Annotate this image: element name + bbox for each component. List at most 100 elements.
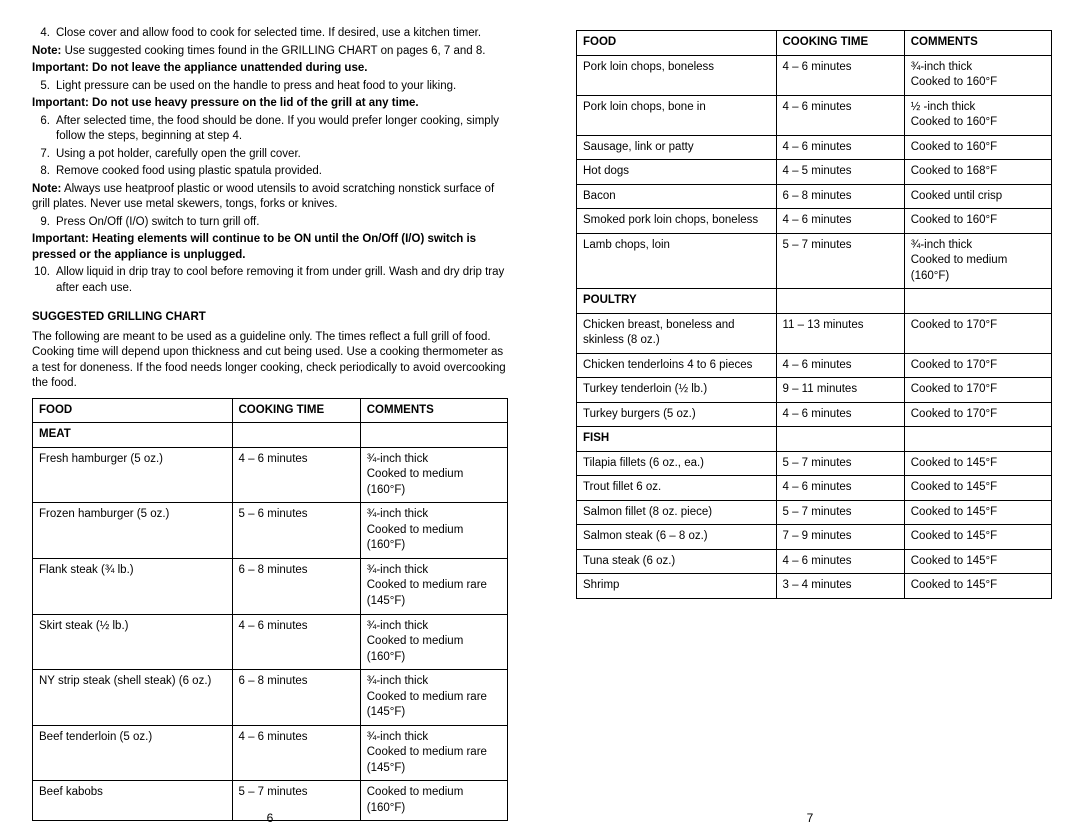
table-header-row: FoodCooking TimeComments — [577, 31, 1052, 56]
table-row: Tuna steak (6 oz.)4 – 6 minutesCooked to… — [577, 549, 1052, 574]
table-cell: Fish — [577, 427, 777, 452]
step-text: Allow liquid in drip tray to cool before… — [56, 265, 508, 296]
table-row: Trout fillet 6 oz.4 – 6 minutesCooked to… — [577, 476, 1052, 501]
step-number: 6. — [32, 114, 56, 145]
table-row: Turkey tenderloin (½ lb.)9 – 11 minutesC… — [577, 378, 1052, 403]
table-row: Turkey burgers (5 oz.)4 – 6 minutesCooke… — [577, 402, 1052, 427]
grilling-chart-heading: SUGGESTED GRILLING CHART — [32, 310, 508, 326]
table-row: Beef tenderloin (5 oz.)4 – 6 minutes¾-in… — [33, 725, 508, 781]
table-row: Sausage, link or patty4 – 6 minutesCooke… — [577, 135, 1052, 160]
table-cell: Cooked to 170°F — [904, 378, 1051, 403]
table-cell: Bacon — [577, 184, 777, 209]
table-row: Chicken tenderloins 4 to 6 pieces4 – 6 m… — [577, 353, 1052, 378]
table-cell: 3 – 4 minutes — [776, 574, 904, 599]
table-cell: Chicken breast, boneless and skinless (8… — [577, 313, 777, 353]
step-text: Press On/Off (I/O) switch to turn grill … — [56, 215, 508, 231]
table-row: Fresh hamburger (5 oz.)4 – 6 minutes¾-in… — [33, 447, 508, 503]
step-text: Using a pot holder, carefully open the g… — [56, 147, 508, 163]
table-cell: Poultry — [577, 289, 777, 314]
table-cell — [776, 289, 904, 314]
table-cell: Tilapia fillets (6 oz., ea.) — [577, 451, 777, 476]
table-cell: 11 – 13 minutes — [776, 313, 904, 353]
table-cell: Salmon steak (6 – 8 oz.) — [577, 525, 777, 550]
table-cell: Cooked to 145°F — [904, 476, 1051, 501]
table-cell: Pork loin chops, boneless — [577, 55, 777, 95]
numbered-step: 6.After selected time, the food should b… — [32, 114, 508, 145]
step-number: 4. — [32, 26, 56, 42]
table-cell: 4 – 6 minutes — [776, 135, 904, 160]
table-cell: Sausage, link or patty — [577, 135, 777, 160]
table-cell: NY strip steak (shell steak) (6 oz.) — [33, 670, 233, 726]
note-1: Note: Use suggested cooking times found … — [32, 44, 508, 60]
column-header: Cooking Time — [776, 31, 904, 56]
table-row: Skirt steak (½ lb.)4 – 6 minutes¾-inch t… — [33, 614, 508, 670]
table-cell: Cooked to 170°F — [904, 402, 1051, 427]
table-cell: 4 – 6 minutes — [232, 725, 360, 781]
column-header: Food — [33, 398, 233, 423]
step-text: Light pressure can be used on the handle… — [56, 79, 508, 95]
table-cell: Flank steak (¾ lb.) — [33, 558, 233, 614]
table-row: Frozen hamburger (5 oz.)5 – 6 minutes¾-i… — [33, 503, 508, 559]
table-cell: 6 – 8 minutes — [776, 184, 904, 209]
page-spread: 4.Close cover and allow food to cook for… — [0, 0, 1080, 834]
table-cell — [360, 423, 507, 448]
table-cell: 4 – 6 minutes — [776, 549, 904, 574]
table-cell: Turkey burgers (5 oz.) — [577, 402, 777, 427]
table-subheading: Fish — [577, 427, 1052, 452]
table-cell: 4 – 6 minutes — [776, 402, 904, 427]
table-cell: 4 – 6 minutes — [776, 353, 904, 378]
table-cell: Cooked until crisp — [904, 184, 1051, 209]
numbered-step: 4.Close cover and allow food to cook for… — [32, 26, 508, 42]
table-cell — [904, 289, 1051, 314]
table-cell: 5 – 7 minutes — [776, 500, 904, 525]
important-2: Important: Do not use heavy pressure on … — [32, 96, 508, 112]
grilling-chart-table-right: FoodCooking TimeCommentsPork loin chops,… — [576, 30, 1052, 599]
table-cell: 6 – 8 minutes — [232, 670, 360, 726]
page-6: 4.Close cover and allow food to cook for… — [0, 0, 540, 834]
table-cell: ½ -inch thickCooked to 160°F — [904, 95, 1051, 135]
table-cell — [232, 423, 360, 448]
table-cell: Beef tenderloin (5 oz.) — [33, 725, 233, 781]
numbered-step: 8.Remove cooked food using plastic spatu… — [32, 164, 508, 180]
left-body: 4.Close cover and allow food to cook for… — [32, 26, 508, 821]
table-cell: Pork loin chops, bone in — [577, 95, 777, 135]
step-text: Remove cooked food using plastic spatula… — [56, 164, 508, 180]
table-cell: ¾-inch thickCooked to medium rare (145°F… — [360, 725, 507, 781]
step-number: 5. — [32, 79, 56, 95]
table-row: Shrimp3 – 4 minutesCooked to 145°F — [577, 574, 1052, 599]
table-cell: Cooked to 170°F — [904, 313, 1051, 353]
table-cell: 4 – 6 minutes — [232, 614, 360, 670]
note-1-label: Note: — [32, 45, 61, 57]
table-cell: Tuna steak (6 oz.) — [577, 549, 777, 574]
table-cell: 4 – 6 minutes — [776, 95, 904, 135]
note-1-text: Use suggested cooking times found in the… — [61, 45, 485, 57]
note-2: Note: Always use heatproof plastic or wo… — [32, 182, 508, 213]
column-header: Comments — [360, 398, 507, 423]
table-cell: 4 – 6 minutes — [776, 476, 904, 501]
table-cell — [904, 427, 1051, 452]
table-cell: Chicken tenderloins 4 to 6 pieces — [577, 353, 777, 378]
table-cell: Cooked to 168°F — [904, 160, 1051, 185]
table-cell: Cooked to 145°F — [904, 451, 1051, 476]
important-3: Important: Heating elements will continu… — [32, 232, 508, 263]
table-row: Salmon steak (6 – 8 oz.)7 – 9 minutesCoo… — [577, 525, 1052, 550]
step-number: 10. — [32, 265, 56, 296]
table-subheading: Meat — [33, 423, 508, 448]
table-row: Bacon6 – 8 minutesCooked until crisp — [577, 184, 1052, 209]
table-subheading: Poultry — [577, 289, 1052, 314]
table-cell: 7 – 9 minutes — [776, 525, 904, 550]
note-2-label: Note: — [32, 183, 61, 195]
table-cell: ¾-inch thickCooked to medium (160°F) — [360, 503, 507, 559]
step-number: 7. — [32, 147, 56, 163]
table-cell: Cooked to 145°F — [904, 549, 1051, 574]
table-cell: 4 – 6 minutes — [776, 209, 904, 234]
table-cell: Fresh hamburger (5 oz.) — [33, 447, 233, 503]
table-cell: Turkey tenderloin (½ lb.) — [577, 378, 777, 403]
column-header: Food — [577, 31, 777, 56]
table-cell: Cooked to 145°F — [904, 525, 1051, 550]
table-cell: Frozen hamburger (5 oz.) — [33, 503, 233, 559]
table-cell: 4 – 6 minutes — [232, 447, 360, 503]
table-cell: Cooked to 170°F — [904, 353, 1051, 378]
table-row: Chicken breast, boneless and skinless (8… — [577, 313, 1052, 353]
table-row: Smoked pork loin chops, boneless4 – 6 mi… — [577, 209, 1052, 234]
